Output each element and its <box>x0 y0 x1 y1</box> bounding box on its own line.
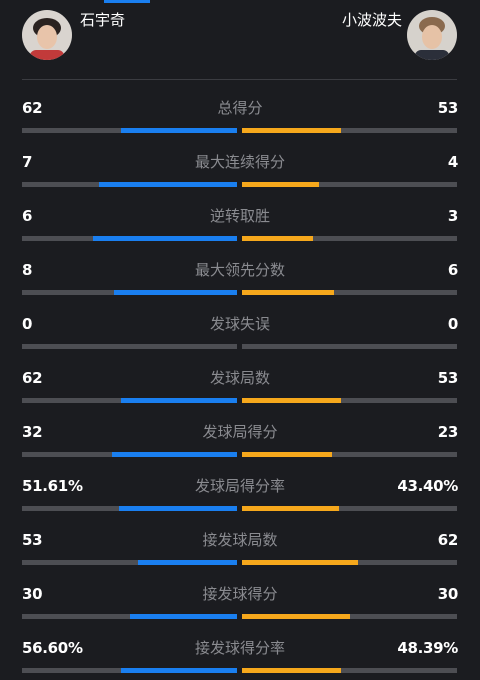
right-bar-fill <box>242 560 359 565</box>
stat-row: 7 最大连续得分 4 <box>0 134 480 188</box>
stat-left-value: 8 <box>22 261 33 279</box>
right-bar-track <box>242 506 457 511</box>
active-tab-indicator <box>104 0 150 3</box>
right-bar-fill <box>242 290 335 295</box>
player-photo-icon <box>22 10 72 60</box>
right-bar-track <box>242 128 457 133</box>
stat-label: 接发球得分 <box>202 585 278 603</box>
left-bar-track <box>22 452 237 457</box>
right-bar-fill <box>242 398 341 403</box>
right-bar-track <box>242 614 457 619</box>
right-bar-track <box>242 398 457 403</box>
header-divider <box>22 79 457 80</box>
stat-label: 最大连续得分 <box>194 153 285 171</box>
left-bar-track <box>22 560 237 565</box>
stat-label: 接发球局数 <box>202 531 278 549</box>
stat-right-value: 53 <box>437 369 459 387</box>
right-bar-track <box>242 344 457 349</box>
stat-label: 最大领先分数 <box>194 261 285 279</box>
right-player-name[interactable]: 小波波夫 <box>341 11 402 29</box>
right-bar-fill <box>242 128 341 133</box>
stat-right-value: 3 <box>447 207 458 225</box>
left-bar-fill <box>114 290 237 295</box>
stat-label: 发球局得分率 <box>194 477 285 495</box>
right-bar-fill <box>242 452 333 457</box>
stat-left-value: 56.60% <box>22 639 83 657</box>
stat-left-value: 62 <box>22 369 43 387</box>
right-bar-fill <box>242 668 341 673</box>
stat-row: 51.61% 发球局得分率 43.40% <box>0 458 480 512</box>
player-photo-icon <box>407 10 457 60</box>
stat-left-value: 62 <box>22 99 43 117</box>
left-bar-track <box>22 506 237 511</box>
left-bar-track <box>22 290 237 295</box>
left-bar-track <box>22 614 237 619</box>
left-player-name[interactable]: 石宇奇 <box>80 11 126 29</box>
stat-right-value: 6 <box>447 261 458 279</box>
left-bar-fill <box>120 668 237 673</box>
player-header: 石宇奇 小波波夫 <box>0 0 480 80</box>
left-bar-track <box>22 128 237 133</box>
right-bar-fill <box>242 236 313 241</box>
stat-right-value: 62 <box>437 531 459 549</box>
right-bar-fill <box>242 506 339 511</box>
stat-left-value: 53 <box>22 531 43 549</box>
left-bar-fill <box>120 128 237 133</box>
right-bar-track <box>242 452 457 457</box>
left-bar-track <box>22 344 237 349</box>
left-bar-track <box>22 668 237 673</box>
stat-row: 30 接发球得分 30 <box>0 566 480 620</box>
stat-row: 6 逆转取胜 3 <box>0 188 480 242</box>
right-bar-track <box>242 236 457 241</box>
stat-label: 发球失误 <box>209 315 270 333</box>
left-bar-fill <box>99 182 237 187</box>
stat-right-value: 53 <box>437 99 459 117</box>
left-bar-fill <box>112 452 237 457</box>
stat-right-value: 48.39% <box>397 639 458 657</box>
stat-label: 总得分 <box>217 99 263 117</box>
stat-row: 56.60% 接发球得分率 48.39% <box>0 620 480 674</box>
stat-right-value: 0 <box>447 315 458 333</box>
right-bar-fill <box>242 182 320 187</box>
stat-row: 8 最大领先分数 6 <box>0 242 480 296</box>
left-bar-fill <box>129 614 237 619</box>
left-bar-fill <box>118 506 237 511</box>
stat-left-value: 32 <box>22 423 43 441</box>
stat-left-value: 6 <box>22 207 33 225</box>
right-bar-track <box>242 182 457 187</box>
stat-right-value: 4 <box>447 153 458 171</box>
left-bar-fill <box>92 236 237 241</box>
right-bar-fill <box>242 614 350 619</box>
stat-left-value: 51.61% <box>22 477 83 495</box>
stat-right-value: 43.40% <box>397 477 458 495</box>
stat-row: 32 发球局得分 23 <box>0 404 480 458</box>
stat-label: 接发球得分率 <box>194 639 285 657</box>
stat-label: 发球局数 <box>209 369 270 387</box>
stat-label: 逆转取胜 <box>209 207 270 225</box>
left-bar-track <box>22 236 237 241</box>
right-bar-track <box>242 290 457 295</box>
stat-right-value: 23 <box>437 423 459 441</box>
stat-row: 0 发球失误 0 <box>0 296 480 350</box>
avatar-right-player[interactable] <box>407 10 457 60</box>
stats-list: 62 总得分 53 7 最大连续得分 4 6 逆转取胜 3 8 最大领先分数 6 <box>0 80 480 674</box>
avatar-left-player[interactable] <box>22 10 72 60</box>
right-bar-track <box>242 560 457 565</box>
left-bar-track <box>22 398 237 403</box>
stat-right-value: 30 <box>437 585 459 603</box>
stat-label: 发球局得分 <box>202 423 278 441</box>
stat-left-value: 7 <box>22 153 33 171</box>
stat-left-value: 0 <box>22 315 33 333</box>
stat-row: 53 接发球局数 62 <box>0 512 480 566</box>
stat-left-value: 30 <box>22 585 43 603</box>
right-bar-track <box>242 668 457 673</box>
left-bar-fill <box>120 398 237 403</box>
stat-row: 62 总得分 53 <box>0 80 480 134</box>
stat-row: 62 发球局数 53 <box>0 350 480 404</box>
left-bar-fill <box>138 560 237 565</box>
left-bar-track <box>22 182 237 187</box>
